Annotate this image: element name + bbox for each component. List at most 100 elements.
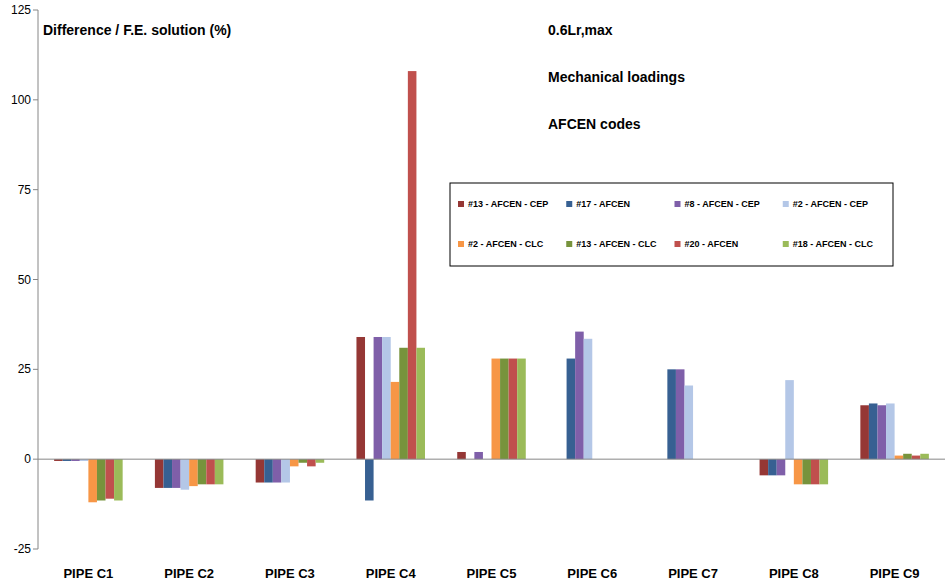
legend-label: #13 - AFCEN - CEP (468, 199, 548, 209)
y-tick-label: 125 (11, 3, 31, 17)
bar (500, 359, 509, 460)
y-tick (33, 99, 38, 100)
x-tick-label: PIPE C4 (366, 566, 417, 581)
y-tick-label: 75 (18, 183, 32, 197)
legend: #13 - AFCEN - CEP #17 - AFCEN #8 - AFCEN -… (450, 183, 893, 266)
bar (509, 359, 518, 460)
bar (206, 459, 215, 484)
legend-swatch (566, 241, 572, 247)
x-tick-label: PIPE C7 (668, 566, 718, 581)
legend-swatch (458, 241, 464, 247)
annotation: Mechanical loadings (548, 69, 685, 85)
bar (97, 459, 106, 500)
x-tick-label: PIPE C3 (265, 566, 315, 581)
annotation: AFCEN codes (548, 116, 641, 132)
bar (517, 359, 526, 460)
bar (114, 459, 123, 500)
bar (198, 459, 207, 484)
bar (299, 459, 308, 463)
legend-label: #13 - AFCEN - CLC (576, 239, 657, 249)
legend-label: #18 - AFCEN - CLC (793, 239, 874, 249)
y-tick (33, 369, 38, 370)
bar (88, 459, 97, 502)
bar (365, 459, 374, 500)
bar (290, 459, 299, 466)
bar (584, 339, 593, 459)
legend-swatch (675, 201, 681, 207)
legend-label: #8 - AFCEN - CEP (685, 199, 760, 209)
legend-swatch (566, 201, 572, 207)
legend-label: #2 - AFCEN - CLC (468, 239, 544, 249)
y-tick-label: -25 (14, 542, 32, 556)
y-tick (33, 279, 38, 280)
legend-label: #2 - AFCEN - CEP (793, 199, 868, 209)
y-tick (33, 459, 38, 460)
bar (811, 459, 820, 484)
bar (877, 405, 886, 459)
bar (264, 459, 273, 482)
legend-swatch (783, 241, 789, 247)
bar (281, 459, 290, 482)
bar (457, 452, 466, 459)
y-tick-label: 50 (18, 273, 32, 287)
y-tick-label: 25 (18, 362, 32, 376)
background (0, 0, 952, 583)
bar (785, 380, 794, 459)
legend-swatch (675, 241, 681, 247)
legend-label: #17 - AFCEN (576, 199, 630, 209)
bar (777, 459, 786, 475)
bar (382, 337, 391, 459)
legend-swatch (783, 201, 789, 207)
bar (903, 454, 912, 459)
bar (920, 454, 929, 459)
bar (256, 459, 265, 482)
bar (895, 456, 904, 460)
bar (912, 456, 921, 460)
y-tick-label: 100 (11, 93, 31, 107)
bar (567, 359, 576, 460)
bars (54, 71, 929, 502)
x-tick-label: PIPE C6 (567, 566, 617, 581)
x-tick-label: PIPE C9 (870, 566, 920, 581)
x-tick-label: PIPE C1 (63, 566, 113, 581)
bar (760, 459, 769, 475)
bar (374, 337, 383, 459)
bar (886, 403, 895, 459)
bar (155, 459, 164, 488)
bar (273, 459, 282, 482)
bar (307, 459, 316, 466)
bar (860, 405, 869, 459)
legend-label: #20 - AFCEN (685, 239, 739, 249)
bar (667, 369, 676, 459)
bar (820, 459, 829, 484)
bar (181, 459, 190, 490)
bar (768, 459, 777, 475)
bar (399, 348, 408, 459)
bar (215, 459, 224, 484)
bar (416, 348, 425, 459)
bar (356, 337, 365, 459)
bar (163, 459, 172, 488)
bar (676, 369, 685, 459)
category-axis (38, 459, 945, 460)
bar (802, 459, 811, 484)
bar (172, 459, 181, 488)
bar (684, 386, 693, 460)
legend-swatch (458, 201, 464, 207)
y-tick (33, 549, 38, 550)
bar (474, 452, 483, 459)
bar (316, 459, 325, 463)
y-tick-label: 0 (24, 452, 31, 466)
y-label: Difference / F.E. solution (%) (43, 22, 231, 38)
bar (869, 403, 878, 459)
bar (794, 459, 803, 484)
bar (391, 382, 400, 459)
bar (575, 332, 584, 460)
bar (106, 459, 115, 499)
x-tick-label: PIPE C8 (769, 566, 819, 581)
y-tick (33, 189, 38, 190)
legend-box (450, 183, 893, 266)
x-tick-label: PIPE C2 (164, 566, 214, 581)
chart: -25 0 25 50 75 100 125 PIPE C1 PIPE C2 PIPE C3 PIP… (0, 0, 952, 583)
bar (492, 359, 501, 460)
